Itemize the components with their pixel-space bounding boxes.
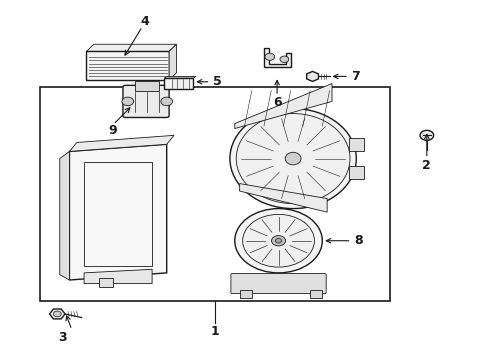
- Polygon shape: [169, 44, 176, 80]
- Polygon shape: [86, 51, 169, 80]
- Polygon shape: [164, 76, 196, 78]
- Circle shape: [271, 235, 285, 246]
- Bar: [135, 81, 159, 91]
- Text: 6: 6: [272, 96, 281, 109]
- Circle shape: [234, 208, 322, 273]
- Ellipse shape: [236, 113, 349, 203]
- Bar: [309, 290, 322, 298]
- Polygon shape: [86, 44, 176, 51]
- Circle shape: [275, 238, 281, 243]
- Text: 8: 8: [354, 234, 362, 247]
- Polygon shape: [49, 309, 65, 319]
- Text: 1: 1: [210, 325, 219, 338]
- Polygon shape: [239, 184, 326, 212]
- Circle shape: [419, 130, 433, 140]
- Text: 3: 3: [58, 331, 66, 344]
- Polygon shape: [164, 78, 193, 89]
- Circle shape: [280, 56, 288, 63]
- FancyBboxPatch shape: [122, 85, 169, 117]
- Text: 9: 9: [108, 124, 116, 137]
- Ellipse shape: [229, 109, 356, 208]
- Bar: [84, 162, 152, 266]
- Polygon shape: [69, 135, 174, 152]
- Bar: [40, 87, 389, 301]
- Bar: [239, 290, 251, 298]
- Ellipse shape: [285, 152, 301, 165]
- Polygon shape: [69, 144, 166, 280]
- Polygon shape: [306, 71, 318, 81]
- Circle shape: [122, 97, 133, 106]
- Circle shape: [242, 214, 314, 267]
- Polygon shape: [234, 84, 331, 129]
- Polygon shape: [60, 152, 69, 280]
- Text: 5: 5: [213, 75, 222, 88]
- Circle shape: [53, 311, 61, 317]
- Polygon shape: [84, 269, 152, 284]
- Bar: [99, 278, 113, 287]
- Polygon shape: [264, 48, 290, 67]
- Text: 2: 2: [422, 159, 430, 172]
- Bar: [348, 166, 363, 179]
- Circle shape: [264, 53, 274, 60]
- Text: 4: 4: [140, 14, 149, 27]
- Text: 7: 7: [350, 70, 359, 83]
- Circle shape: [161, 97, 172, 106]
- Bar: [348, 138, 363, 151]
- FancyBboxPatch shape: [230, 274, 325, 294]
